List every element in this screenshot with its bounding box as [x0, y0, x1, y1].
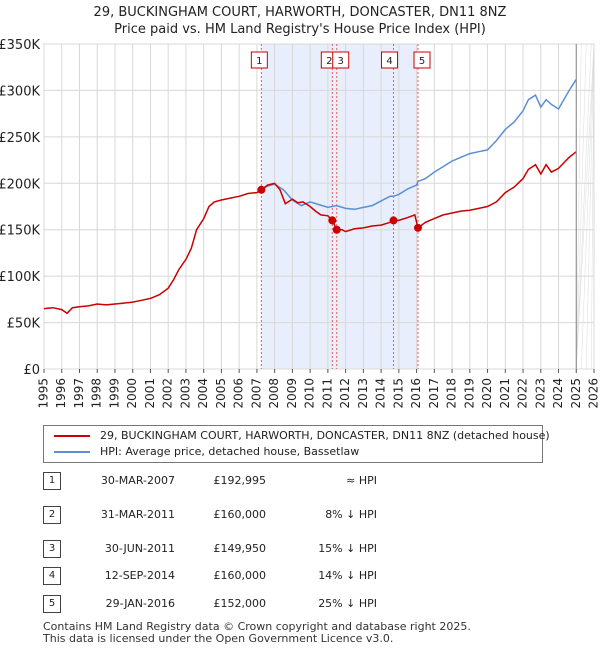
transaction-hpi: ≈ HPI	[346, 474, 377, 487]
transaction-badge	[413, 51, 431, 69]
transaction-price: £160,000	[213, 569, 267, 582]
x-tick-label: 2019	[462, 378, 476, 409]
chart-title: 29, BUCKINGHAM COURT, HARWORTH, DONCASTE…	[93, 5, 507, 20]
chart-legend: 29, BUCKINGHAM COURT, HARWORTH, DONCASTE…	[43, 425, 550, 463]
transaction-number: 3	[43, 540, 61, 558]
transaction-badge	[381, 51, 399, 69]
x-tick-label: 1995	[37, 378, 51, 409]
transaction-number: 1	[43, 472, 61, 490]
x-tick-label: 1997	[72, 378, 86, 409]
y-tick-label: £250K	[0, 131, 40, 146]
x-tick-label: 2009	[285, 378, 299, 409]
x-tick-label: 2020	[480, 378, 494, 409]
y-tick-label: £100K	[0, 270, 40, 285]
transaction-price: £160,000	[213, 508, 267, 521]
x-tick-label: 2021	[498, 378, 512, 409]
x-tick-label: 2003	[178, 378, 192, 409]
future-hatch	[575, 43, 595, 370]
x-tick-label: 2025	[569, 378, 583, 409]
legend-swatch-hpi	[54, 451, 90, 453]
future-hatch	[575, 43, 592, 370]
table-row: 4 12-SEP-2014 £160,000 14% ↓ HPI	[43, 567, 443, 585]
x-tick-label: 2018	[445, 378, 459, 409]
x-tick-label: 2011	[320, 378, 334, 409]
chart-title-block: 29, BUCKINGHAM COURT, HARWORTH, DONCASTE…	[0, 4, 600, 38]
transaction-badge-label: 2	[326, 56, 332, 67]
x-tick-label: 1999	[107, 378, 121, 409]
x-tick-label: 2016	[409, 378, 423, 409]
y-tick-label: £200K	[0, 177, 40, 192]
future-hatch	[585, 43, 595, 370]
x-tick-label: 2004	[196, 378, 210, 409]
transaction-point	[328, 216, 337, 225]
transaction-date: 31-MAR-2011	[100, 508, 175, 521]
transaction-date: 30-MAR-2007	[100, 474, 175, 487]
footer-license: This data is licensed under the Open Gov…	[43, 632, 394, 645]
transaction-number: 2	[43, 506, 61, 524]
x-tick-label: 2001	[143, 378, 157, 409]
x-tick-label: 2015	[391, 378, 405, 409]
y-tick-label: £50K	[7, 317, 41, 332]
x-tick-label: 2005	[214, 378, 228, 409]
transaction-point	[332, 225, 341, 234]
table-row: 5 29-JAN-2016 £152,000 25% ↓ HPI	[43, 595, 443, 613]
x-tick-label: 2013	[356, 378, 370, 409]
transaction-hpi: 25% ↓ HPI	[318, 597, 377, 610]
x-tick-label: 2024	[551, 378, 565, 409]
transaction-date: 12-SEP-2014	[104, 569, 175, 582]
table-row: 2 31-MAR-2011 £160,000 8% ↓ HPI	[43, 506, 443, 524]
chart-subtitle: Price paid vs. HM Land Registry's House …	[114, 22, 486, 37]
y-tick-label: £0	[23, 363, 40, 378]
transaction-hpi: 14% ↓ HPI	[318, 569, 377, 582]
table-row: 1 30-MAR-2007 £192,995 ≈ HPI	[43, 472, 443, 490]
transaction-price: £192,995	[213, 474, 267, 487]
transaction-point	[257, 185, 266, 194]
y-tick-label: £300K	[0, 84, 40, 99]
x-tick-label: 2023	[533, 378, 547, 409]
x-tick-label: 2026	[587, 378, 600, 409]
legend-swatch-property	[54, 435, 90, 437]
transaction-hpi: 15% ↓ HPI	[318, 542, 377, 555]
x-tick-label: 2017	[427, 378, 441, 409]
transaction-number: 4	[43, 567, 61, 585]
transaction-number: 5	[43, 595, 61, 613]
future-hatch	[575, 43, 582, 370]
transaction-price: £149,950	[213, 542, 267, 555]
transaction-badge	[332, 51, 350, 69]
y-tick-label: £150K	[0, 224, 40, 239]
footer-copyright: Contains HM Land Registry data © Crown c…	[43, 620, 471, 633]
x-tick-label: 1998	[90, 378, 104, 409]
x-tick-label: 2007	[249, 378, 263, 409]
x-tick-label: 2006	[232, 378, 246, 409]
future-hatch	[575, 43, 587, 370]
x-tick-label: 1996	[54, 378, 68, 409]
x-tick-label: 2000	[125, 378, 139, 409]
future-hatch	[580, 43, 595, 370]
transaction-badge-label: 5	[419, 56, 425, 67]
y-tick-label: £350K	[0, 38, 40, 53]
transaction-point	[414, 223, 422, 232]
legend-label-property: 29, BUCKINGHAM COURT, HARWORTH, DONCASTE…	[100, 429, 550, 442]
x-tick-label: 2012	[338, 378, 352, 409]
transaction-hpi: 8% ↓ HPI	[325, 508, 377, 521]
transaction-badge-label: 3	[338, 56, 344, 67]
footer-notice: Contains HM Land Registry data © Crown c…	[43, 621, 471, 645]
transaction-price: £152,000	[213, 597, 267, 610]
transaction-date: 30-JUN-2011	[104, 542, 175, 555]
transaction-badge-label: 4	[386, 56, 392, 67]
transaction-badge	[250, 51, 268, 69]
hpi-series-line	[260, 78, 577, 211]
x-tick-label: 2002	[161, 378, 175, 409]
transaction-point	[389, 216, 398, 225]
x-tick-label: 2008	[267, 378, 281, 409]
transaction-date: 29-JAN-2016	[105, 597, 175, 610]
legend-label-hpi: HPI: Average price, detached house, Bass…	[100, 445, 360, 458]
x-tick-label: 2022	[516, 378, 530, 409]
transaction-badge-label: 1	[256, 56, 262, 67]
table-row: 3 30-JUN-2011 £149,950 15% ↓ HPI	[43, 540, 443, 558]
x-tick-label: 2014	[374, 378, 388, 409]
x-tick-label: 2010	[303, 378, 317, 409]
property-series-line	[43, 151, 577, 315]
